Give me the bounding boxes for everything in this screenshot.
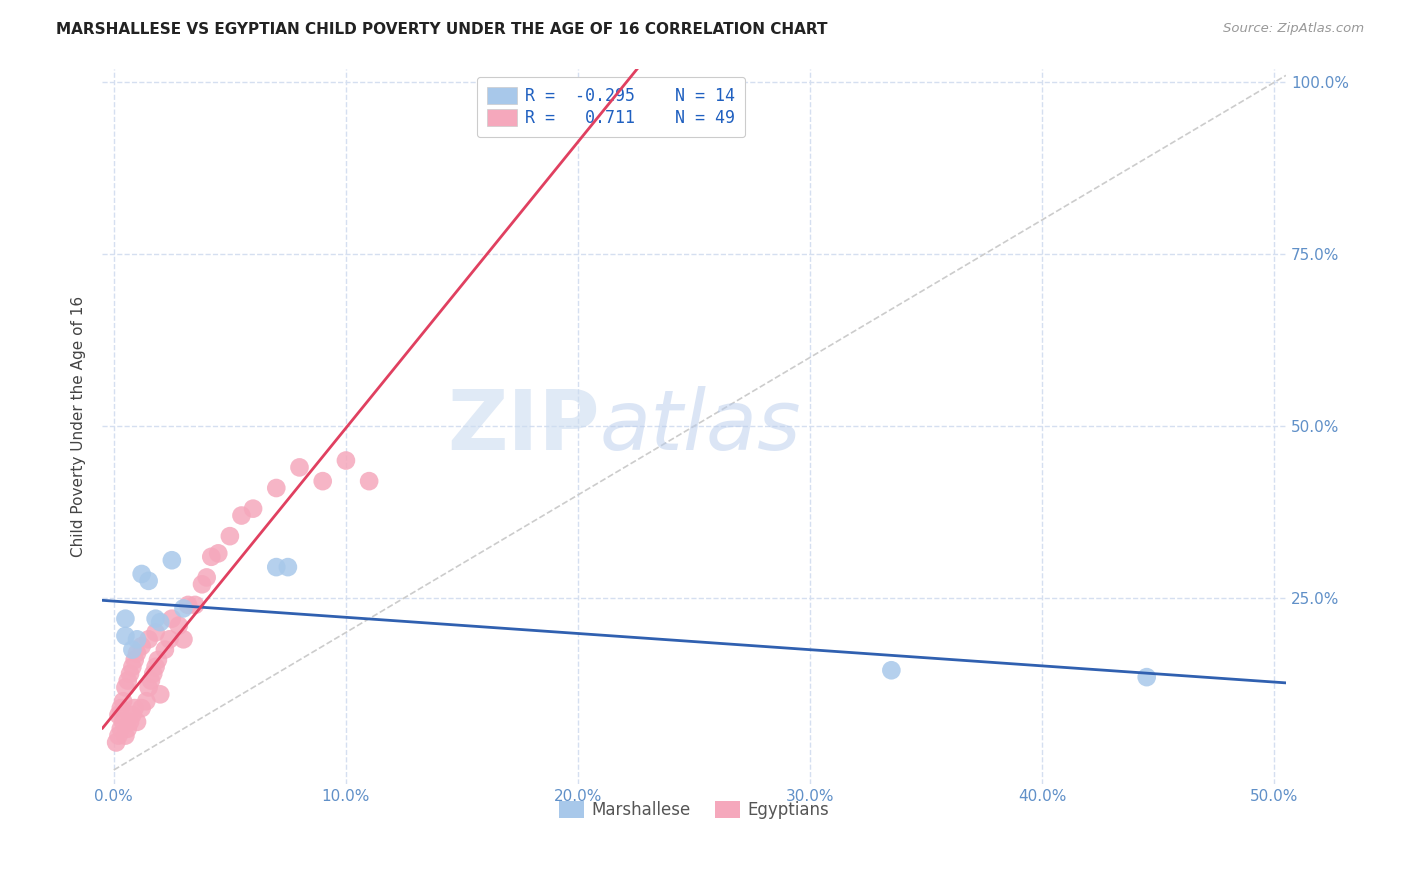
Point	[231, 508, 253, 523]
Point	[105, 735, 128, 749]
Point	[191, 577, 214, 591]
Point	[142, 666, 165, 681]
Point	[125, 646, 148, 660]
Point	[135, 694, 157, 708]
Point	[114, 681, 136, 695]
Point	[172, 632, 194, 647]
Point	[145, 660, 167, 674]
Point	[200, 549, 222, 564]
Point	[145, 625, 167, 640]
Point	[359, 474, 381, 488]
Point	[139, 673, 162, 688]
Point	[172, 601, 194, 615]
Point	[124, 653, 146, 667]
Point	[112, 714, 135, 729]
Point	[184, 598, 207, 612]
Point	[121, 642, 143, 657]
Point	[266, 560, 288, 574]
Point	[218, 529, 240, 543]
Point	[1136, 670, 1159, 684]
Point	[266, 481, 288, 495]
Point	[117, 722, 139, 736]
Point	[114, 629, 136, 643]
Point	[131, 566, 153, 581]
Legend: Marshallese, Egyptians: Marshallese, Egyptians	[553, 794, 835, 825]
Point	[335, 453, 357, 467]
Point	[121, 660, 143, 674]
Point	[277, 560, 299, 574]
Text: MARSHALLESE VS EGYPTIAN CHILD POVERTY UNDER THE AGE OF 16 CORRELATION CHART: MARSHALLESE VS EGYPTIAN CHILD POVERTY UN…	[56, 22, 828, 37]
Text: ZIP: ZIP	[447, 385, 599, 467]
Point	[160, 553, 183, 567]
Point	[110, 722, 132, 736]
Point	[145, 612, 167, 626]
Point	[149, 687, 172, 701]
Point	[131, 701, 153, 715]
Point	[107, 729, 129, 743]
Point	[207, 546, 229, 560]
Point	[242, 501, 264, 516]
Text: Source: ZipAtlas.com: Source: ZipAtlas.com	[1223, 22, 1364, 36]
Point	[138, 632, 160, 647]
Point	[177, 598, 200, 612]
Point	[312, 474, 335, 488]
Point	[167, 618, 190, 632]
Point	[131, 639, 153, 653]
Point	[124, 701, 146, 715]
Point	[114, 612, 136, 626]
Point	[159, 632, 181, 647]
Point	[160, 612, 183, 626]
Point	[880, 663, 903, 677]
Point	[120, 714, 142, 729]
Point	[121, 708, 143, 723]
Point	[288, 460, 311, 475]
Y-axis label: Child Poverty Under the Age of 16: Child Poverty Under the Age of 16	[72, 295, 86, 557]
Point	[138, 574, 160, 588]
Point	[114, 729, 136, 743]
Point	[112, 694, 135, 708]
Point	[117, 673, 139, 688]
Point	[195, 570, 218, 584]
Point	[149, 615, 172, 629]
Point	[107, 708, 129, 723]
Point	[138, 681, 160, 695]
Point	[120, 666, 142, 681]
Text: atlas: atlas	[599, 385, 801, 467]
Point	[110, 701, 132, 715]
Point	[153, 642, 176, 657]
Point	[125, 632, 148, 647]
Point	[125, 714, 148, 729]
Point	[146, 653, 169, 667]
